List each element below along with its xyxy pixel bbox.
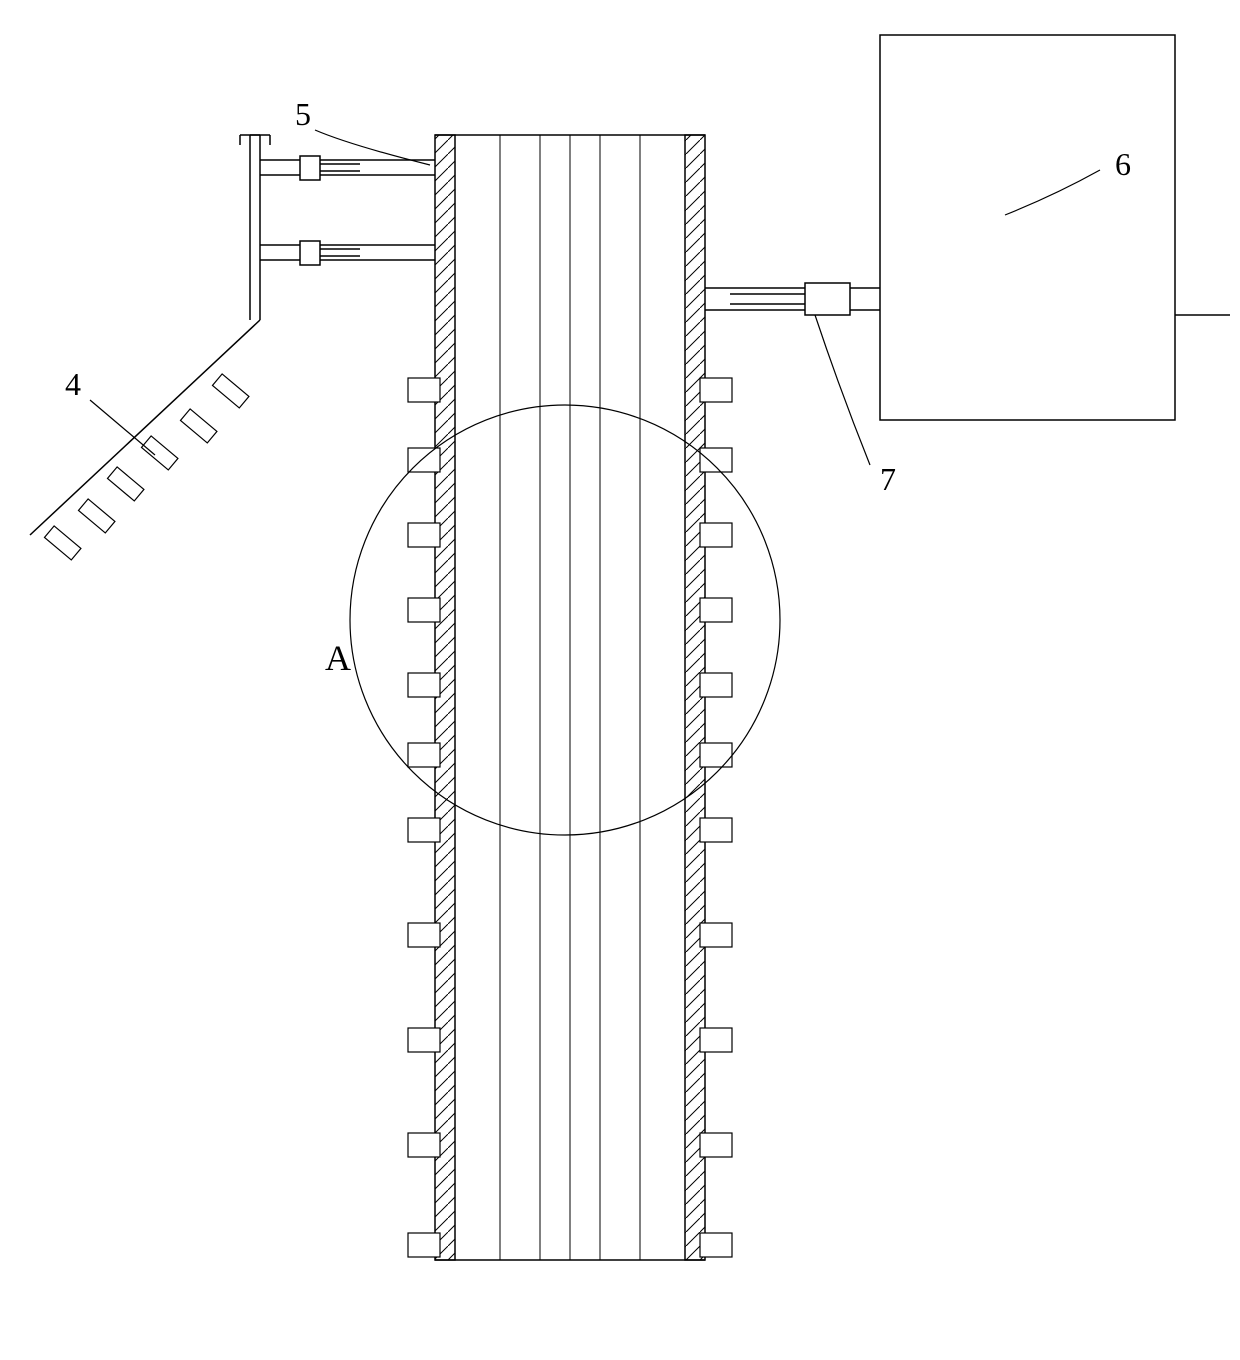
label-7: 7 — [880, 461, 896, 497]
right-box — [880, 35, 1175, 420]
leader-lines — [90, 130, 1100, 465]
label-A: A — [325, 638, 351, 678]
label-6: 6 — [1115, 146, 1131, 182]
diagonal-line — [30, 320, 260, 535]
label-4: 4 — [65, 366, 81, 402]
column-structure — [435, 135, 705, 1260]
technical-diagram: 4 5 6 7 A — [0, 0, 1240, 1360]
upper-left-bracket — [240, 135, 435, 320]
label-5: 5 — [295, 96, 311, 132]
right-connector — [705, 283, 880, 315]
